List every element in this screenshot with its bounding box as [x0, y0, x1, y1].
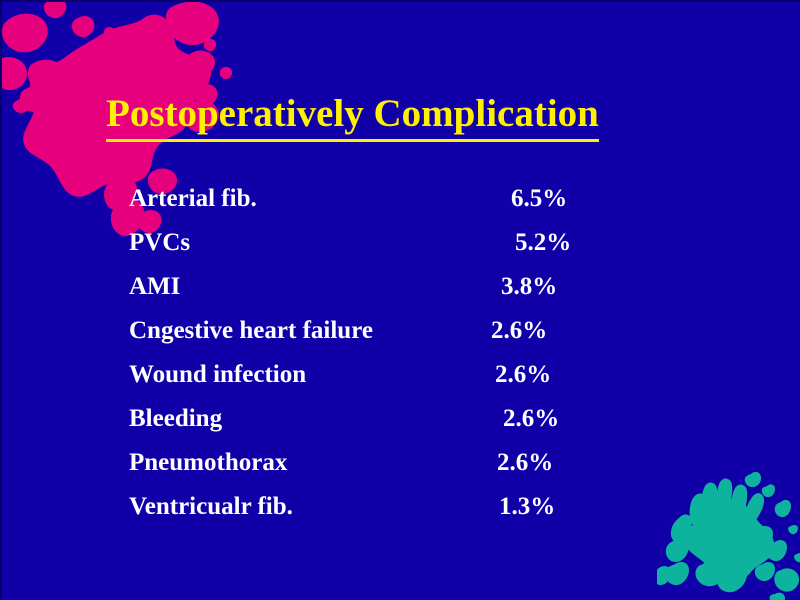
list-item: AMI 3.8%: [129, 265, 729, 309]
complication-rate: 2.6%: [491, 317, 548, 344]
list-item: Cngestive heart failure 2.6%: [129, 309, 729, 353]
list-item: Bleeding 2.6%: [129, 397, 729, 441]
complication-label: Cngestive heart failure: [129, 317, 373, 344]
complication-rate: 2.6%: [497, 449, 554, 476]
complication-rate: 5.2%: [515, 229, 572, 256]
complication-rate: 2.6%: [495, 361, 552, 388]
complication-label: AMI: [129, 273, 181, 300]
slide-title: Postoperatively Complication: [106, 92, 706, 142]
complication-label: Arterial fib.: [129, 185, 257, 212]
complication-label: Wound infection: [129, 361, 307, 388]
complication-label: Pneumothorax: [129, 449, 288, 476]
complication-label: PVCs: [129, 229, 191, 256]
list-item: Pneumothorax 2.6%: [129, 441, 729, 485]
complication-rate: 3.8%: [501, 273, 558, 300]
complication-label: Bleeding: [129, 405, 223, 432]
complication-rate-list: Arterial fib. 6.5% PVCs 5.2% AMI 3.8% Cn…: [129, 177, 729, 529]
complication-rate: 2.6%: [503, 405, 560, 432]
complication-rate: 6.5%: [511, 185, 568, 212]
slide-title-text: Postoperatively Complication: [106, 92, 599, 142]
complication-label: Ventricualr fib.: [129, 493, 293, 520]
complication-rate: 1.3%: [499, 493, 556, 520]
list-item: Arterial fib. 6.5%: [129, 177, 729, 221]
list-item: Ventricualr fib. 1.3%: [129, 485, 729, 529]
list-item: PVCs 5.2%: [129, 221, 729, 265]
list-item: Wound infection 2.6%: [129, 353, 729, 397]
